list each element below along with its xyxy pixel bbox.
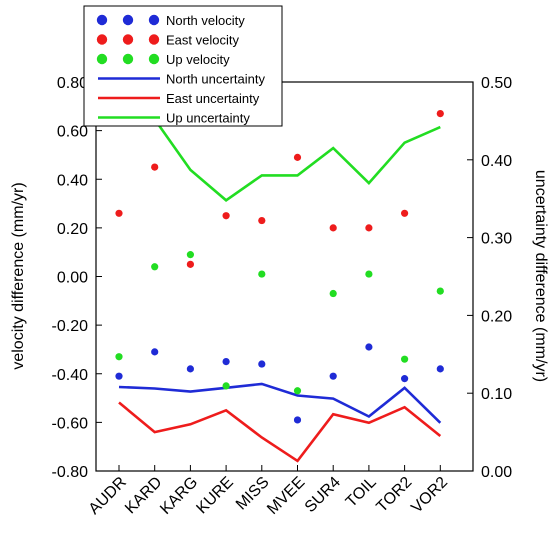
x-tick-label: MVEE bbox=[264, 474, 308, 518]
east-velocity-point bbox=[186, 260, 194, 268]
plot-frame bbox=[95, 81, 474, 472]
east-velocity-point bbox=[115, 209, 123, 217]
right-axis-ticks: 0.00 0.10 0.20 0.30 0.40 0.50 bbox=[467, 75, 512, 481]
up-velocity-point bbox=[293, 387, 302, 395]
east-velocity-point bbox=[151, 163, 159, 171]
y2-tick-label: 0.00 bbox=[481, 464, 512, 481]
east-velocity-legend-label: East velocity bbox=[166, 33, 239, 48]
y2-tick-label: 0.30 bbox=[481, 231, 512, 248]
x-tick-label: AUDR bbox=[86, 474, 130, 518]
legend-box bbox=[83, 5, 283, 127]
velocity-points bbox=[115, 110, 444, 424]
y-tick-label: 0.60 bbox=[57, 124, 88, 141]
up-velocity-legend-marker bbox=[96, 53, 108, 65]
x-tick-label: KURE bbox=[193, 474, 236, 517]
east-velocity-point bbox=[365, 224, 373, 232]
east-velocity-point bbox=[293, 153, 302, 161]
north-velocity-point bbox=[151, 348, 159, 356]
plot-area bbox=[95, 81, 474, 472]
y-tick-label: 0.80 bbox=[57, 75, 88, 92]
north-velocity-point bbox=[186, 365, 194, 373]
east-velocity-point bbox=[436, 110, 444, 118]
up-velocity-legend-label: Up velocity bbox=[166, 52, 230, 67]
north-velocity-point bbox=[329, 372, 337, 380]
north-velocity-point bbox=[293, 416, 302, 424]
x-tick-label: KARG bbox=[157, 474, 201, 518]
north-velocity-legend-label: North velocity bbox=[166, 13, 245, 28]
up-velocity-legend-marker bbox=[148, 53, 160, 65]
uncertainty-lines bbox=[118, 117, 442, 463]
y-tick-label: -0.80 bbox=[52, 464, 89, 481]
legend: North velocity East velocity Up velocity No… bbox=[83, 5, 283, 127]
up-velocity-point bbox=[329, 289, 337, 298]
x-tick-label: VOR2 bbox=[408, 474, 451, 517]
x-tick-label: TOR2 bbox=[373, 474, 415, 516]
y2-axis-title: uncertainty difference (mm/yr) bbox=[532, 170, 549, 382]
north-velocity-point bbox=[436, 365, 444, 373]
east-velocity-point bbox=[401, 209, 409, 217]
up-velocity-point bbox=[186, 251, 194, 259]
east-velocity-legend-marker bbox=[122, 34, 134, 45]
north-velocity-legend-marker bbox=[96, 14, 108, 26]
east-velocity-point bbox=[329, 224, 337, 232]
east-uncertainty-legend-label: East uncertainty bbox=[166, 91, 260, 106]
east-uncertainty-line bbox=[118, 401, 442, 463]
east-velocity-point bbox=[222, 212, 230, 220]
y-tick-label: 0.40 bbox=[57, 172, 88, 189]
up-uncertainty-legend-label: Up uncertainty bbox=[166, 111, 250, 126]
left-axis-ticks: -0.80 -0.60 -0.40 -0.20 0.00 0.20 0.40 0.60 0.80 bbox=[52, 75, 102, 481]
y-tick-label: 0.00 bbox=[57, 270, 88, 287]
x-tick-label: SUR4 bbox=[302, 474, 344, 516]
up-velocity-point bbox=[401, 355, 409, 363]
up-velocity-point bbox=[222, 382, 230, 390]
y2-tick-label: 0.50 bbox=[481, 75, 512, 92]
x-tick-label: KARD bbox=[122, 474, 165, 517]
y2-tick-label: 0.40 bbox=[481, 153, 512, 170]
north-velocity-legend-marker bbox=[122, 14, 134, 26]
up-velocity-point bbox=[365, 270, 373, 278]
up-velocity-point bbox=[151, 263, 159, 271]
y2-tick-label: 0.10 bbox=[481, 386, 512, 403]
y-tick-label: -0.40 bbox=[52, 367, 89, 384]
north-velocity-point bbox=[401, 375, 409, 383]
y2-tick-label: 0.20 bbox=[481, 308, 512, 325]
north-velocity-point bbox=[115, 372, 123, 380]
north-uncertainty-line bbox=[118, 382, 442, 424]
north-velocity-point bbox=[258, 360, 266, 368]
north-uncertainty-legend-label: North uncertainty bbox=[166, 72, 265, 87]
east-velocity-legend-marker bbox=[148, 34, 160, 45]
up-velocity-legend-marker bbox=[122, 53, 134, 65]
up-velocity-point bbox=[436, 287, 444, 295]
up-velocity-point bbox=[258, 270, 266, 278]
east-velocity-point bbox=[258, 216, 266, 225]
east-velocity-legend-marker bbox=[96, 34, 108, 45]
up-uncertainty-line bbox=[118, 117, 441, 202]
up-velocity-point bbox=[115, 353, 123, 361]
y-tick-label: -0.60 bbox=[52, 415, 89, 432]
north-velocity-point bbox=[365, 343, 373, 351]
y-axis-title: velocity difference (mm/yr) bbox=[10, 182, 27, 369]
north-velocity-point bbox=[222, 357, 230, 366]
y-tick-label: 0.20 bbox=[57, 221, 88, 238]
north-velocity-legend-marker bbox=[148, 14, 160, 26]
y-tick-label: -0.20 bbox=[52, 318, 89, 335]
